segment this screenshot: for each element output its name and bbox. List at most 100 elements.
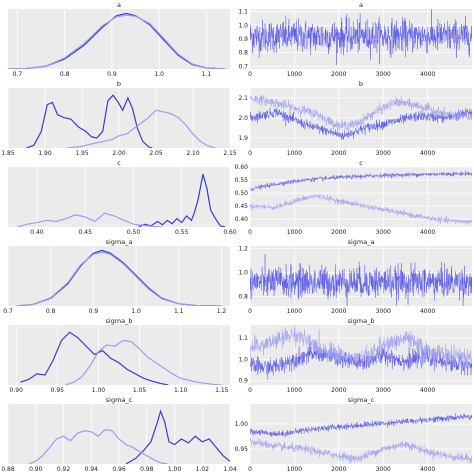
panel-title: c [117, 159, 121, 167]
x-tick-label: 3000 [376, 387, 391, 394]
panel-background [8, 246, 230, 306]
x-tick-label: 2000 [331, 229, 346, 236]
x-tick-label: 2.00 [112, 150, 126, 157]
panel-trace-sigma_b: sigma_b 0 1000 2000 3000 4000 0.9 1.0 1.1 [238, 317, 472, 394]
y-tick-label: 0.8 [238, 50, 248, 57]
x-tick-label: 0.92 [57, 466, 71, 473]
x-tick-label: 4000 [420, 229, 435, 236]
panel-title: sigma_c [348, 396, 375, 404]
x-tick-label: 1.02 [196, 466, 210, 473]
trace-line-1 [250, 94, 472, 135]
x-tick-label: 1.00 [168, 466, 182, 473]
x-tick-label: 3000 [376, 466, 391, 473]
y-tick-label: 1.00 [235, 421, 249, 428]
x-tick-label: 1000 [287, 466, 302, 473]
trace-line-0 [250, 254, 472, 306]
trace-line-0 [250, 107, 472, 140]
panel-background [8, 9, 230, 69]
x-tick-label: 0.96 [112, 466, 126, 473]
x-tick-label: 0.7 [3, 308, 13, 315]
x-tick-label: 4000 [420, 71, 435, 78]
x-tick-label: 1000 [287, 150, 302, 157]
density-line-0 [125, 409, 230, 464]
x-tick-label: 0 [248, 308, 252, 315]
x-tick-label: 1.15 [215, 387, 229, 394]
x-tick-label: 1.95 [75, 150, 89, 157]
x-tick-label: 0.90 [29, 466, 43, 473]
panel-density-b: b 1.85 1.90 1.95 2.00 2.05 2.10 2.15 [1, 80, 237, 157]
x-tick-label: 0 [248, 229, 252, 236]
panel-background [8, 325, 230, 385]
panel-density-sigma_c: sigma_c 0.88 0.90 0.92 0.94 0.96 0.98 1.00 1.02 1… [1, 396, 237, 473]
y-tick-label: 0.9 [238, 378, 248, 385]
x-tick-label: 3000 [376, 71, 391, 78]
x-tick-label: 2000 [331, 387, 346, 394]
panel-background [250, 246, 472, 306]
x-tick-label: 2000 [331, 150, 346, 157]
panel-title: sigma_b [347, 317, 374, 325]
y-tick-label: 0.40 [235, 216, 249, 223]
y-tick-label: 0.50 [235, 190, 249, 197]
density-line-0 [26, 94, 153, 148]
panel-title: b [117, 80, 121, 88]
x-tick-label: 1.90 [38, 150, 52, 157]
panel-title: a [359, 1, 363, 9]
trace-line-0 [250, 413, 472, 438]
y-tick-label: 1.0 [238, 356, 248, 363]
x-tick-label: 1000 [287, 308, 302, 315]
x-tick-label: 0 [248, 387, 252, 394]
panel-density-sigma_b: sigma_b 0.90 0.95 1.00 1.05 1.10 1.15 [8, 317, 230, 394]
trace-line-0 [250, 170, 472, 191]
density-line-1 [17, 212, 163, 227]
trace-line-0 [250, 342, 472, 380]
x-tick-label: 3000 [376, 150, 391, 157]
x-tick-label: 0.9 [89, 308, 99, 315]
y-tick-label: 0.8 [238, 293, 248, 300]
x-tick-label: 0.50 [127, 229, 141, 236]
x-tick-label: 1.05 [133, 387, 147, 394]
x-tick-label: 1.85 [1, 150, 15, 157]
x-tick-label: 3000 [376, 308, 391, 315]
x-tick-label: 0 [248, 466, 252, 473]
x-tick-label: 0.88 [1, 466, 15, 473]
panel-title: sigma_a [106, 238, 133, 246]
panel-title: sigma_a [348, 238, 375, 246]
panel-title: a [117, 1, 121, 9]
x-tick-label: 1.0 [154, 71, 164, 78]
density-line-0 [138, 174, 226, 227]
x-tick-label: 2000 [331, 71, 346, 78]
y-tick-label: 0.7 [238, 63, 248, 70]
x-tick-label: 2000 [331, 466, 346, 473]
x-tick-label: 1.00 [92, 387, 106, 394]
panel-trace-c: c 0 1000 2000 3000 4000 0.40 0.45 0.50 0.55 0.60 [235, 159, 472, 236]
trace-line-1 [250, 193, 472, 225]
x-tick-label: 2.15 [223, 150, 237, 157]
x-tick-label: 0.9 [107, 71, 117, 78]
x-tick-label: 2.05 [149, 150, 163, 157]
x-tick-label: 0.98 [140, 466, 154, 473]
panel-trace-a: a 0 1000 2000 3000 4000 0.7 0.8 0.9 1.0 1.1 [238, 1, 472, 78]
trace-line-1 [250, 438, 472, 464]
density-line-1 [16, 251, 222, 306]
y-tick-label: 0.45 [235, 203, 249, 210]
x-tick-label: 0.60 [223, 229, 237, 236]
x-tick-label: 0.94 [85, 466, 99, 473]
panel-title: b [359, 80, 363, 88]
x-tick-label: 1000 [287, 71, 302, 78]
y-tick-label: 1.0 [238, 269, 248, 276]
x-tick-label: 1000 [287, 229, 302, 236]
x-tick-label: 4000 [420, 387, 435, 394]
y-tick-label: 1.0 [238, 22, 248, 29]
x-tick-label: 0.40 [30, 229, 44, 236]
x-tick-label: 0.55 [175, 229, 189, 236]
x-tick-label: 1.1 [174, 308, 184, 315]
x-tick-label: 0.90 [10, 387, 24, 394]
panel-density-sigma_a: sigma_a 0.7 0.8 0.9 1.0 1.1 1.2 [3, 238, 230, 315]
x-tick-label: 4000 [420, 466, 435, 473]
x-tick-label: 1.2 [217, 308, 227, 315]
panel-title: c [359, 159, 363, 167]
density-line-1 [8, 14, 226, 69]
y-tick-label: 2.1 [238, 95, 248, 102]
y-tick-label: 1.2 [238, 245, 248, 252]
y-tick-label: 1.1 [238, 335, 248, 342]
